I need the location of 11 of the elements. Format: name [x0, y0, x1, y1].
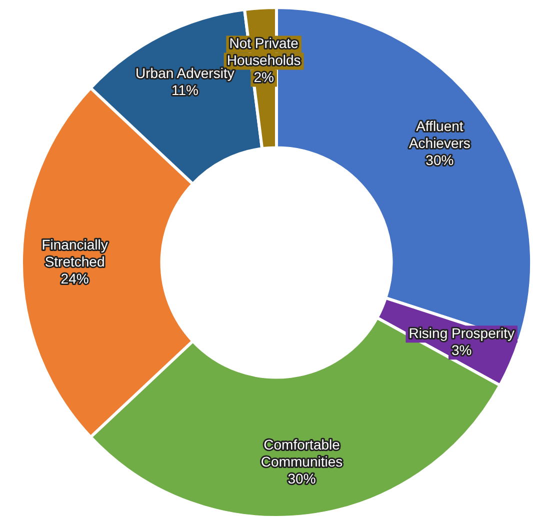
slice-label: Rising Prosperity — [408, 324, 515, 341]
slice-label: Financially Stretched — [42, 236, 108, 270]
slice-label: Not Private Households — [226, 35, 301, 68]
slice-label: Affluent Achievers — [408, 118, 470, 151]
data-label: 2% — [254, 69, 274, 86]
data-label: 30% — [288, 470, 316, 486]
data-label: 3% — [452, 342, 472, 358]
slice-label: Comfortable Communities — [260, 436, 343, 470]
data-label: 24% — [60, 270, 89, 286]
data-label: 30% — [426, 152, 454, 168]
data-label: 11% — [171, 82, 198, 98]
